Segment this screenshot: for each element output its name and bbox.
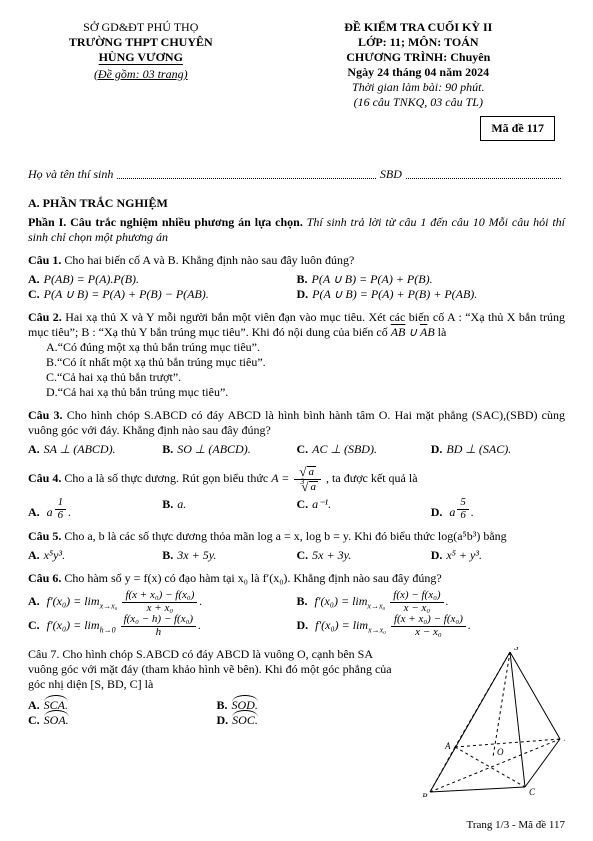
q4-expr: A = √a 3√a bbox=[271, 471, 326, 485]
q6-text: Cho hàm số y = f(x) có đạo hàm tại x₀ là… bbox=[61, 571, 441, 585]
svg-text:D: D bbox=[563, 733, 565, 743]
svg-text:A: A bbox=[444, 741, 451, 751]
q5-opt-b: B.3x + 5y. bbox=[162, 548, 296, 563]
q3-opt-b: B.SO ⊥ (ABCD). bbox=[162, 442, 296, 457]
q2-opt-b: B.“Có ít nhất một xạ thủ bắn trúng mục t… bbox=[28, 355, 565, 370]
q3-opt-d: D.BD ⊥ (SAC). bbox=[431, 442, 565, 457]
q6-opt-b: B. f′(x₀) = limx→x₀ f(x) − f(x₀)x − x₀. bbox=[297, 590, 566, 614]
question-4: Câu 4. Cho a là số thực dương. Rút gọn b… bbox=[28, 465, 565, 521]
q6-label: Câu 6. bbox=[28, 571, 61, 585]
q5-opt-d: D.x⁵ + y³. bbox=[431, 548, 565, 563]
date-line: Ngày 24 tháng 04 năm 2024 bbox=[272, 65, 565, 80]
student-name-dots bbox=[117, 167, 376, 179]
exam-page: SỞ GD&ĐT PHÚ THỌ TRƯỜNG THPT CHUYÊN HÙNG… bbox=[0, 0, 593, 841]
q7-label: Câu 7. bbox=[28, 647, 59, 661]
student-name-label: Họ và tên thí sinh bbox=[28, 167, 113, 182]
part1-lead-bold: Phần I. Câu trắc nghiệm nhiều phương án … bbox=[28, 215, 303, 229]
q5-text: Cho a, b là các số thực dương thỏa mãn l… bbox=[61, 529, 506, 543]
q1-opt-b: B.P(A ∪ B) = P(A) + P(B). bbox=[297, 272, 566, 287]
q2-text-1: Hai xạ thủ X và Y mỗi người bắn một viên… bbox=[28, 310, 565, 339]
program-line: CHƯƠNG TRÌNH: Chuyên bbox=[272, 50, 565, 65]
svg-text:O: O bbox=[497, 747, 504, 757]
exam-title: ĐỀ KIỂM TRA CUỐI KỲ II bbox=[272, 20, 565, 35]
q5-label: Câu 5. bbox=[28, 529, 61, 543]
q7-opt-c: C.SOA. bbox=[28, 713, 217, 728]
q1-label: Câu 1. bbox=[28, 253, 61, 267]
question-3: Câu 3. Cho hình chóp S.ABCD có đáy ABCD … bbox=[28, 408, 565, 457]
sbd-label: SBD bbox=[380, 167, 402, 182]
question-1: Câu 1. Cho hai biến cố A và B. Khẳng địn… bbox=[28, 253, 565, 302]
q2-opt-d: D.“Cả hai xạ thủ bắn trúng mục tiêu”. bbox=[28, 385, 565, 400]
q5-opt-a: A.x⁵y³. bbox=[28, 548, 162, 563]
q2-opt-c: C.“Cả hai xạ thủ bắn trượt”. bbox=[28, 370, 565, 385]
q3-opt-c: C.AC ⊥ (SBD). bbox=[297, 442, 431, 457]
q4-opt-c: C.a⁻¹. bbox=[297, 497, 431, 521]
header-left: SỞ GD&ĐT PHÚ THỌ TRƯỜNG THPT CHUYÊN HÙNG… bbox=[28, 20, 254, 82]
q4-text-1: Cho a là số thực dương. Rút gọn biểu thứ… bbox=[61, 471, 271, 485]
svg-text:C: C bbox=[529, 787, 536, 797]
q5-opt-c: C.5x + 3y. bbox=[297, 548, 431, 563]
q6-opt-d: D. f′(x₀) = limx→x₀ f(x + x₀) − f(x₀)x −… bbox=[297, 614, 566, 638]
q4-opt-b: B.a. bbox=[162, 497, 296, 521]
duration-line: Thời gian làm bài: 90 phút. bbox=[272, 80, 565, 95]
q3-text: Cho hình chóp S.ABCD có đáy ABCD là hình… bbox=[28, 408, 565, 437]
q4-label: Câu 4. bbox=[28, 471, 61, 485]
header-right: ĐỀ KIỂM TRA CUỐI KỲ II LỚP: 11; MÔN: TOÁ… bbox=[272, 20, 565, 141]
q2-text-2: là bbox=[438, 325, 447, 339]
q1-text: Cho hai biến cố A và B. Khẳng định nào s… bbox=[61, 253, 354, 267]
q7-text: Cho hình chóp S.ABCD có đáy ABCD là vuôn… bbox=[28, 647, 392, 691]
q1-opt-a: A.P(AB) = P(A).P(B). bbox=[28, 272, 297, 287]
student-info-line: Họ và tên thí sinh SBD bbox=[28, 167, 565, 182]
page-header: SỞ GD&ĐT PHÚ THỌ TRƯỜNG THPT CHUYÊN HÙNG… bbox=[28, 20, 565, 141]
q3-opt-a: A.SA ⊥ (ABCD). bbox=[28, 442, 162, 457]
page-count: (Đề gồm: 03 trang) bbox=[28, 67, 254, 82]
school-line-2: HÙNG VƯƠNG bbox=[28, 50, 254, 65]
part1-lead: Phần I. Câu trắc nghiệm nhiều phương án … bbox=[28, 215, 565, 245]
section-a-title: A. PHẦN TRẮC NGHIỆM bbox=[28, 196, 565, 211]
q6-opt-a: A. f′(x₀) = limx→x₀ f(x + x₀) − f(x₀)x +… bbox=[28, 590, 297, 614]
svg-text:B: B bbox=[422, 792, 428, 797]
question-count: (16 câu TNKQ, 03 câu TL) bbox=[272, 95, 565, 110]
page-footer: Trang 1/3 - Mã đề 117 bbox=[28, 819, 565, 831]
question-7: Câu 7. Cho hình chóp S.ABCD có đáy ABCD … bbox=[28, 647, 565, 801]
q4-opt-a: A. a16. bbox=[28, 497, 162, 521]
q7-opt-d: D.SOC. bbox=[217, 713, 406, 728]
svg-text:S: S bbox=[514, 647, 519, 652]
q7-figure: S A B C D O bbox=[415, 647, 565, 801]
question-2: Câu 2. Hai xạ thủ X và Y mỗi người bắn m… bbox=[28, 310, 565, 400]
q1-opt-c: C.P(A ∪ B) = P(A) + P(B) − P(AB). bbox=[28, 287, 297, 302]
question-6: Câu 6. Cho hàm số y = f(x) có đạo hàm tạ… bbox=[28, 571, 565, 638]
school-line-1: TRƯỜNG THPT CHUYÊN bbox=[28, 35, 254, 50]
q2-label: Câu 2. bbox=[28, 310, 62, 324]
dept-line: SỞ GD&ĐT PHÚ THỌ bbox=[28, 20, 254, 35]
sbd-dots bbox=[406, 167, 561, 179]
q2-event-expr: AB ∪ AB bbox=[391, 325, 435, 339]
exam-code-box: Mã đề 117 bbox=[480, 116, 555, 141]
question-5: Câu 5. Cho a, b là các số thực dương thỏ… bbox=[28, 529, 565, 563]
q1-opt-d: D.P(A ∪ B) = P(A) + P(B) + P(AB). bbox=[297, 287, 566, 302]
q4-text-2: , ta được kết quả là bbox=[326, 471, 417, 485]
pyramid-diagram: S A B C D O bbox=[415, 647, 565, 797]
q3-label: Câu 3. bbox=[28, 408, 63, 422]
q6-opt-c: C. f′(x₀) = limh→0 f(x₀ − h) − f(x₀)h. bbox=[28, 614, 297, 638]
class-subject: LỚP: 11; MÔN: TOÁN bbox=[272, 35, 565, 50]
q4-opt-d: D. a56. bbox=[431, 497, 565, 521]
q2-opt-a: A.“Có đúng một xạ thủ bắn trúng mục tiêu… bbox=[28, 340, 565, 355]
